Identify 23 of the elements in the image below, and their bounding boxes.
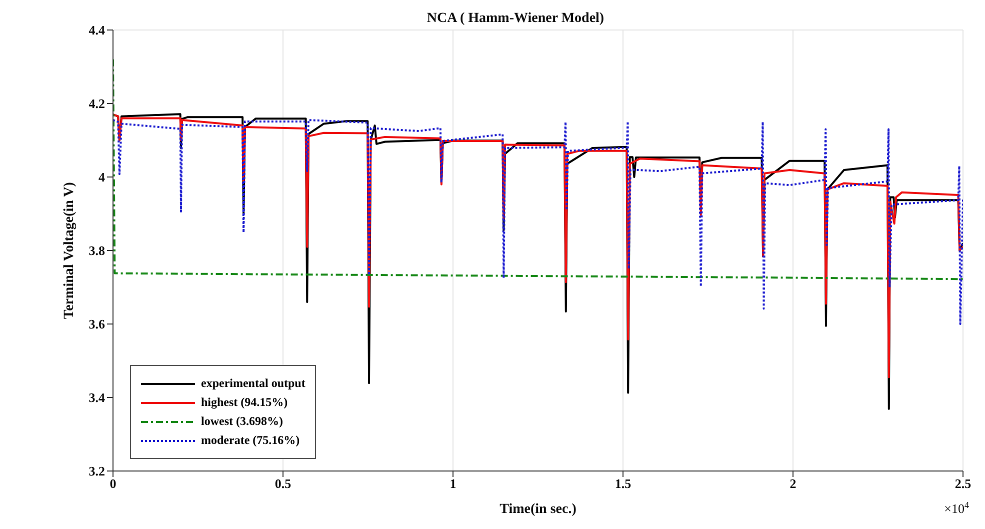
y-tick-label: 4.2 xyxy=(88,96,105,112)
line-series xyxy=(113,58,963,280)
chart-title: NCA ( Hamm-Wiener Model) xyxy=(426,11,604,26)
x-tick-label: 0.5 xyxy=(274,476,292,492)
x-tick-label: 2 xyxy=(790,476,796,492)
legend-label: experimental output xyxy=(201,376,306,391)
y-tick-label: 3.4 xyxy=(88,390,106,406)
y-tick-label: 3.6 xyxy=(88,316,106,332)
y-axis-title: Terminal Voltage(in V) xyxy=(62,182,77,319)
legend-label: moderate (75.16%) xyxy=(201,433,300,448)
x-axis-title: Time(in sec.) xyxy=(500,502,577,517)
line-series xyxy=(113,119,963,325)
legend-label: lowest (3.698%) xyxy=(201,414,283,429)
text: ×10$^{4}$ xyxy=(944,500,970,516)
y-tick-label: 4 xyxy=(98,170,106,185)
y-tick-label: 4.4 xyxy=(88,22,106,38)
x-tick-label: 1.5 xyxy=(614,476,632,492)
x-tick-label: 2.5 xyxy=(954,476,972,492)
y-tick-label: 3.2 xyxy=(88,464,105,479)
y-tick-label: 3.8 xyxy=(88,243,106,258)
x-tick-label: 0 xyxy=(110,476,116,492)
legend-label: highest (94.15%) xyxy=(201,395,288,410)
x-tick-label: 1 xyxy=(450,476,456,492)
